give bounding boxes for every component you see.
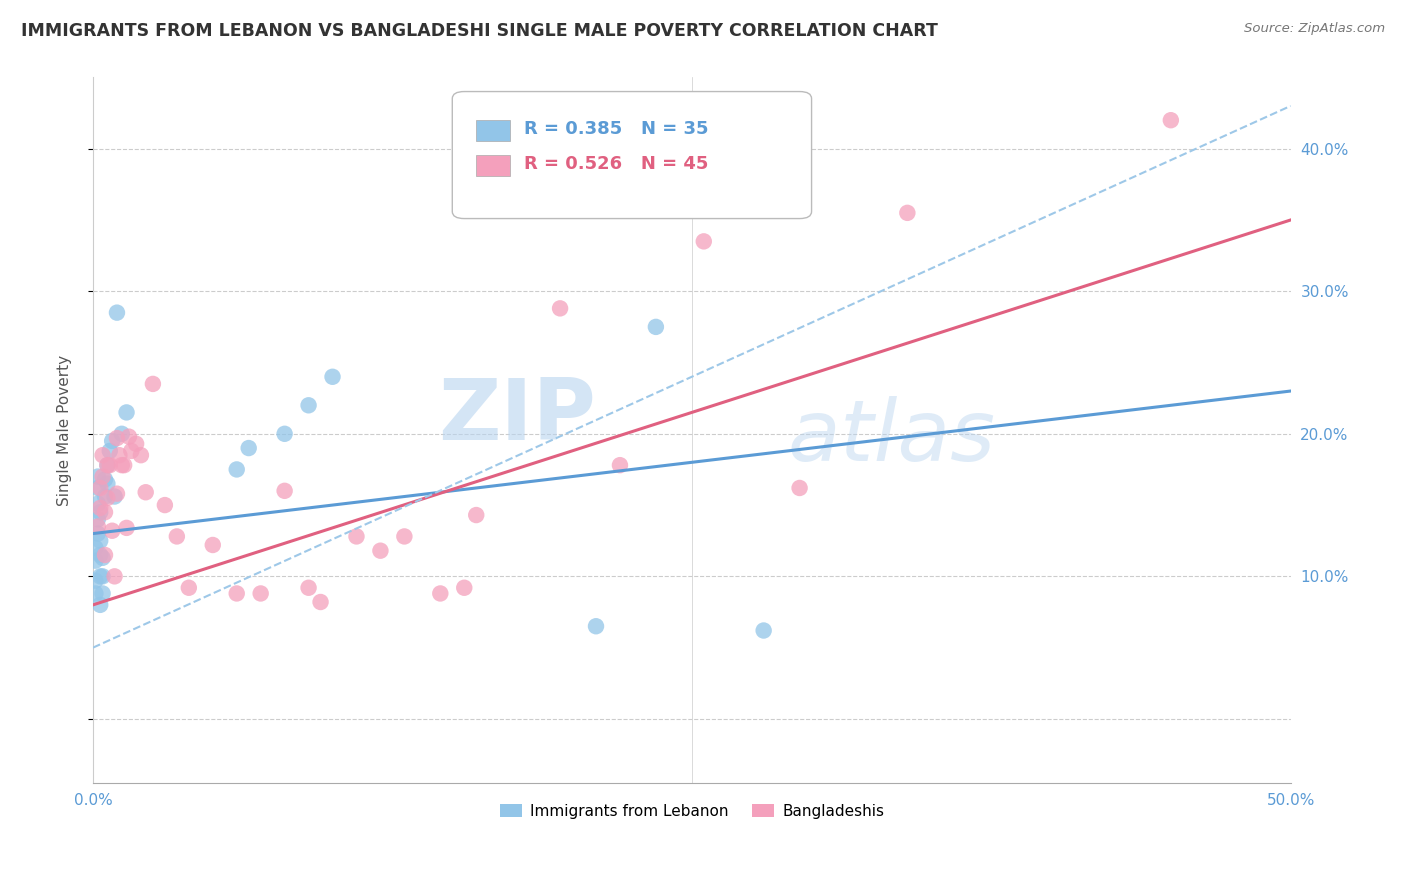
FancyBboxPatch shape <box>477 155 510 177</box>
Point <box>94 505 117 519</box>
Point <box>84 541 107 555</box>
FancyBboxPatch shape <box>453 92 811 219</box>
Point <box>609 458 631 472</box>
Text: ZIP: ZIP <box>439 375 596 458</box>
Point <box>84 574 107 588</box>
Point <box>896 206 918 220</box>
Point <box>225 586 247 600</box>
Point <box>238 441 260 455</box>
Point <box>98 444 121 458</box>
Point <box>96 458 118 472</box>
Y-axis label: Single Male Poverty: Single Male Poverty <box>58 355 72 506</box>
Point <box>644 319 666 334</box>
Point <box>752 624 775 638</box>
Text: IMMIGRANTS FROM LEBANON VS BANGLADESHI SINGLE MALE POVERTY CORRELATION CHART: IMMIGRANTS FROM LEBANON VS BANGLADESHI S… <box>21 22 938 40</box>
Point <box>89 598 111 612</box>
Point <box>585 619 607 633</box>
Point <box>91 586 114 600</box>
Point <box>87 481 110 495</box>
Point <box>370 543 392 558</box>
Point <box>91 469 114 483</box>
Text: R = 0.526   N = 45: R = 0.526 N = 45 <box>524 155 709 173</box>
Point <box>89 533 111 548</box>
Point <box>89 500 111 515</box>
FancyBboxPatch shape <box>477 120 510 141</box>
Text: atlas: atlas <box>787 396 995 479</box>
Point <box>177 581 200 595</box>
Point <box>94 472 117 486</box>
Point <box>465 508 488 522</box>
Point <box>91 448 114 462</box>
Point <box>105 486 128 500</box>
Point <box>118 430 141 444</box>
Point <box>87 519 110 533</box>
Point <box>89 505 111 519</box>
Point <box>87 512 110 526</box>
Point <box>249 586 271 600</box>
Text: R = 0.385   N = 35: R = 0.385 N = 35 <box>524 120 709 138</box>
Legend: Immigrants from Lebanon, Bangladeshis: Immigrants from Lebanon, Bangladeshis <box>494 797 890 825</box>
Point <box>309 595 332 609</box>
Point <box>84 586 107 600</box>
Point <box>693 235 716 249</box>
Point <box>135 485 157 500</box>
Point <box>89 569 111 583</box>
Point <box>87 497 110 511</box>
Point <box>394 529 416 543</box>
Point <box>153 498 176 512</box>
Point <box>101 434 124 448</box>
Point <box>111 458 134 472</box>
Point <box>201 538 224 552</box>
Text: Source: ZipAtlas.com: Source: ZipAtlas.com <box>1244 22 1385 36</box>
Point <box>96 458 118 472</box>
Point <box>322 369 344 384</box>
Point <box>115 405 138 419</box>
Point <box>84 554 107 568</box>
Point <box>89 481 111 495</box>
Point <box>105 305 128 319</box>
Point <box>108 448 131 462</box>
Point <box>548 301 571 316</box>
Point <box>91 550 114 565</box>
Point <box>129 448 152 462</box>
Point <box>1160 113 1182 128</box>
Point <box>94 548 117 562</box>
Point <box>273 426 295 441</box>
Point <box>101 524 124 538</box>
Point <box>166 529 188 543</box>
Point <box>96 491 118 505</box>
Point <box>789 481 811 495</box>
Point <box>87 526 110 541</box>
Point <box>225 462 247 476</box>
Point <box>297 581 319 595</box>
Point <box>346 529 368 543</box>
Point <box>125 437 148 451</box>
Point <box>297 398 319 412</box>
Point <box>111 426 134 441</box>
Point <box>115 521 138 535</box>
Point <box>453 581 475 595</box>
Point <box>87 469 110 483</box>
Point <box>94 490 117 504</box>
Point <box>105 431 128 445</box>
Point <box>112 458 135 472</box>
Point <box>429 586 451 600</box>
Point <box>91 569 114 583</box>
Point <box>103 569 125 583</box>
Point <box>89 548 111 562</box>
Point <box>103 490 125 504</box>
Point <box>120 444 142 458</box>
Point <box>273 483 295 498</box>
Point <box>142 376 165 391</box>
Point <box>96 476 118 491</box>
Point <box>98 458 121 472</box>
